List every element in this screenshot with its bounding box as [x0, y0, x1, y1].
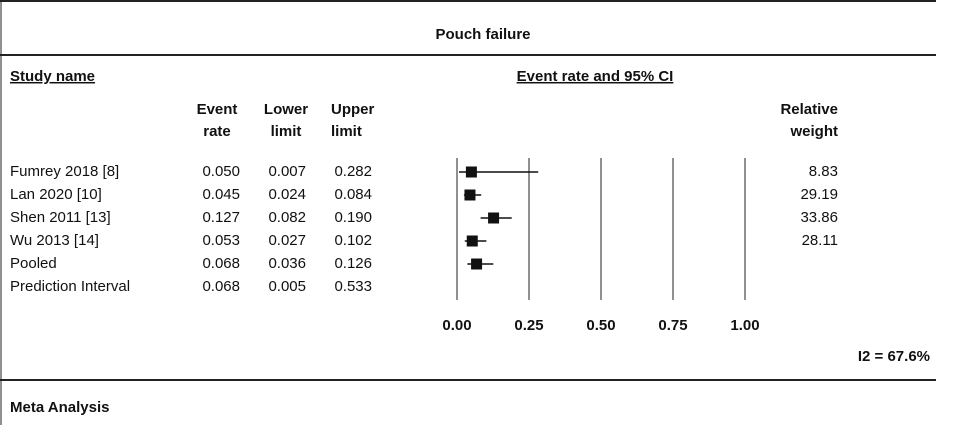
x-tick-label: 0.00 [442, 317, 471, 334]
cell-value: 0.068 [202, 278, 240, 295]
point-estimate [464, 189, 476, 201]
point-estimate [466, 235, 478, 247]
x-tick-label: 0.25 [514, 317, 543, 334]
x-tick-label: 0.75 [658, 317, 687, 334]
cell-value: 0.082 [268, 209, 306, 226]
cell-value: 0.126 [334, 255, 372, 272]
point-estimate [465, 166, 477, 178]
study-name: Fumrey 2018 [8] [10, 163, 119, 180]
column-header: Upper limit [331, 101, 375, 140]
cell-value: 0.084 [334, 186, 372, 203]
point-estimate [488, 212, 500, 224]
point-estimate [471, 258, 483, 270]
chart-title: Pouch failure [435, 26, 530, 43]
cell-value: 0.007 [268, 163, 306, 180]
category-header: Study name [10, 68, 95, 85]
cell-value: 0.127 [202, 209, 240, 226]
study-name: Pooled [10, 255, 57, 272]
cell-value: 0.533 [334, 278, 372, 295]
study-name: Lan 2020 [10] [10, 186, 102, 203]
x-tick-label: 1.00 [730, 317, 759, 334]
study-name: Wu 2013 [14] [10, 232, 99, 249]
cell-value: 0.102 [334, 232, 372, 249]
cell-value: 0.053 [202, 232, 240, 249]
x-tick-label: 0.50 [586, 317, 615, 334]
cell-value: 0.024 [268, 186, 306, 203]
study-name: Prediction Interval [10, 278, 130, 295]
study-name: Shen 2011 [13] [10, 209, 111, 226]
cell-value: 0.027 [268, 232, 306, 249]
heterogeneity: I2 = 67.6% [858, 348, 930, 365]
cell-value: 0.282 [334, 163, 372, 180]
cell-value: 0.045 [202, 186, 240, 203]
cell-value: 0.190 [334, 209, 372, 226]
column-header: Event rate [197, 101, 238, 140]
cell-value: 0.005 [268, 278, 306, 295]
column-header: Relative weight [780, 101, 838, 140]
cell-value: 0.036 [268, 255, 306, 272]
plot-header: Event rate and 95% CI [517, 68, 674, 85]
column-header: Lower limit [264, 101, 308, 140]
cell-value: 0.068 [202, 255, 240, 272]
cell-value: 0.050 [202, 163, 240, 180]
cell-value: 29.19 [800, 186, 838, 203]
cell-value: 8.83 [809, 163, 838, 180]
cell-value: 28.11 [802, 232, 838, 249]
footer: Meta Analysis [10, 399, 110, 416]
cell-value: 33.86 [800, 209, 838, 226]
